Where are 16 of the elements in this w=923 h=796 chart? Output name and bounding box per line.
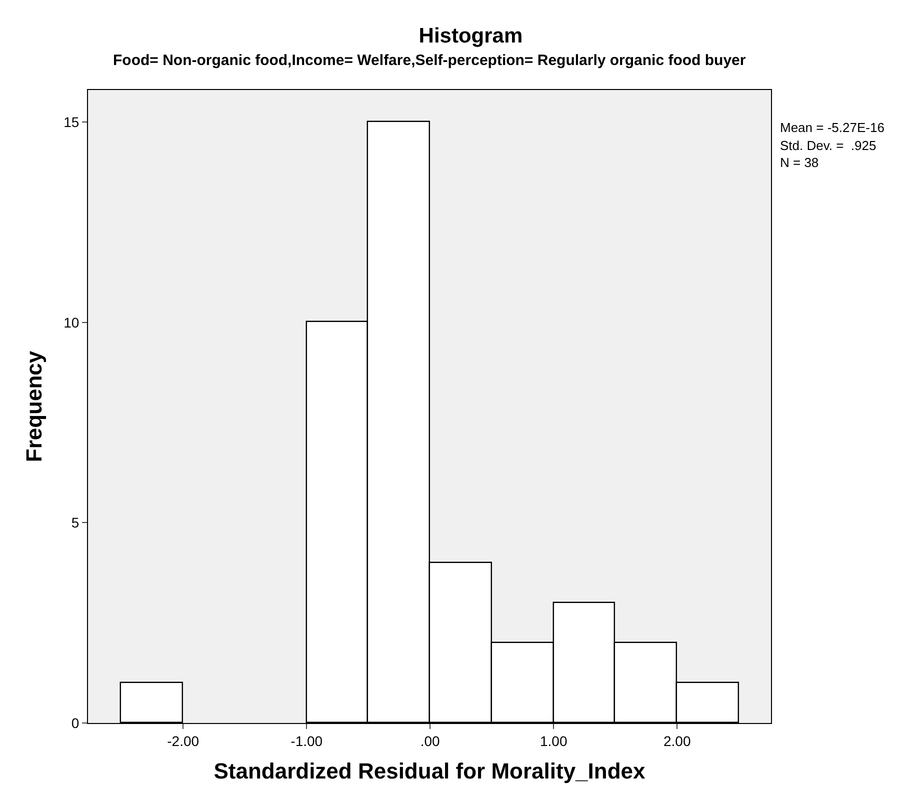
y-tick-label: 0 [71, 714, 80, 731]
text: N = 38 [780, 155, 819, 170]
chart-subtitle: Food= Non-organic food,Income= Welfare,Self-perception= Regularly organic food buyer [113, 52, 746, 69]
chart-title: Histogram [418, 24, 523, 48]
text: Mean = -5.27E-16 [780, 120, 884, 135]
y-tick-label: 15 [64, 114, 80, 130]
x-tick-label: -1.00 [290, 732, 323, 749]
x-tick-label: .00 [420, 732, 440, 749]
y-tick-label: 10 [64, 314, 80, 330]
x-tick-label: 1.00 [540, 732, 568, 749]
x-tick-label: 2.00 [664, 732, 691, 749]
y-tick-label: 5 [71, 514, 80, 531]
x-tick-label: -2.00 [167, 732, 200, 749]
y-axis-title: Frequency [21, 350, 46, 462]
x-axis-title: Standardized Residual for Morality_Index [214, 758, 646, 784]
text: Std. Dev. = .925 [780, 138, 876, 153]
